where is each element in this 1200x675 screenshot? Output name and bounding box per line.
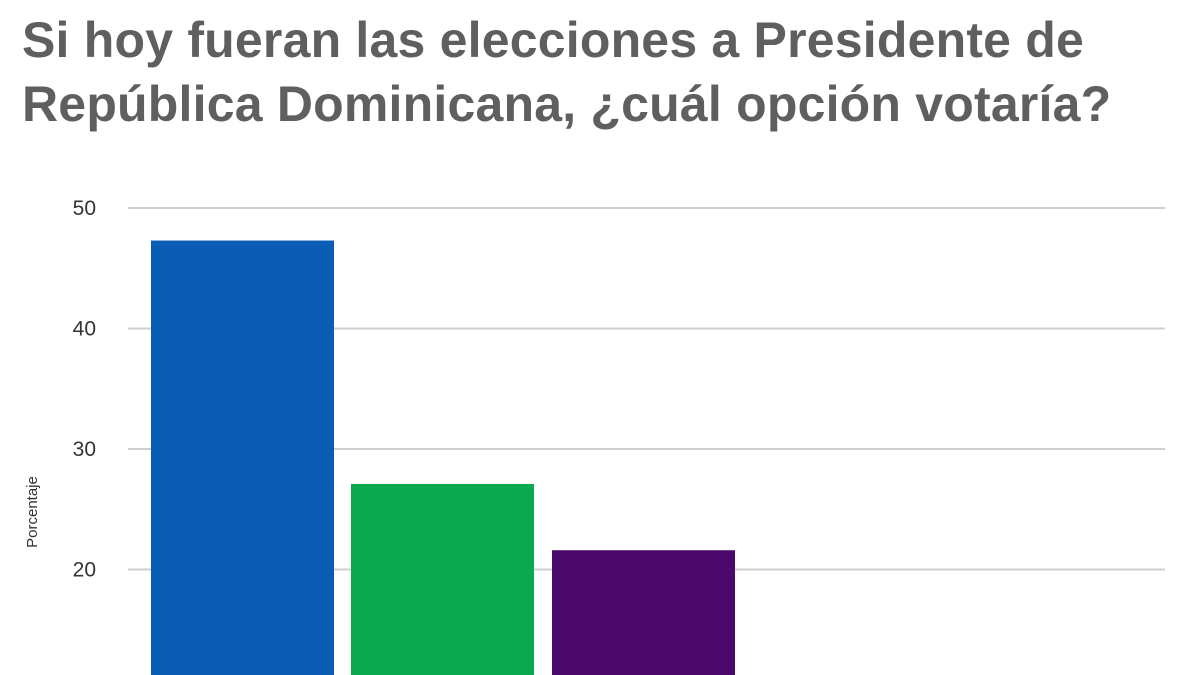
- y-tick-label: 30: [73, 438, 96, 461]
- y-axis-label: Porcentaje: [24, 476, 41, 548]
- bars: [151, 240, 735, 675]
- y-tick-labels: 50 40 30 20: [73, 197, 96, 582]
- bar-3: [552, 550, 735, 675]
- bar-2: [351, 483, 534, 675]
- y-tick-label: 40: [73, 318, 96, 341]
- chart-title: Si hoy fueran las elecciones a President…: [22, 12, 1112, 132]
- y-tick-label: 50: [73, 197, 96, 220]
- y-tick-label: 20: [73, 559, 96, 582]
- bar-1: [151, 240, 334, 675]
